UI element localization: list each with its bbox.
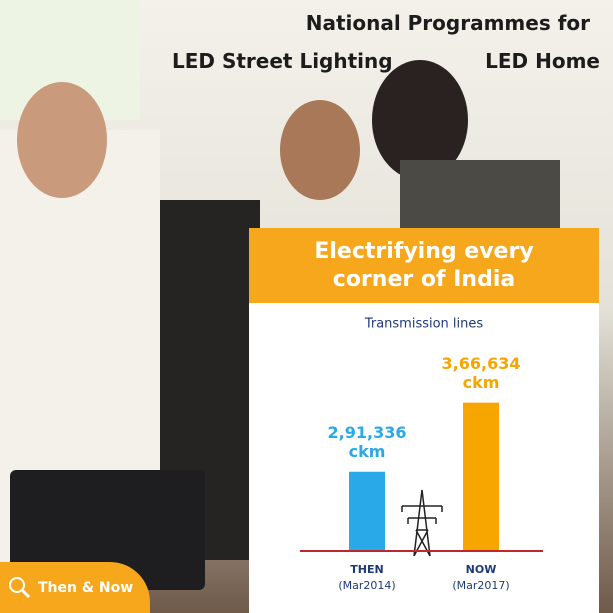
chart-title: Electrifying every corner of India: [249, 228, 599, 303]
badge: Then & Now: [0, 562, 150, 613]
banner-text: National Programmes for: [306, 11, 590, 35]
value-label: 3,66,634: [442, 354, 521, 373]
x-tick-label: THEN: [350, 563, 383, 576]
x-tick-note: (Mar2017): [452, 579, 509, 592]
x-tick-note: (Mar2014): [338, 579, 395, 592]
tower-icon: [401, 489, 443, 557]
banner-text: LED Home: [485, 49, 600, 73]
badge-text: Then & Now: [38, 579, 134, 596]
laptop: [10, 470, 205, 590]
value-unit: ckm: [349, 442, 386, 461]
face-right: [372, 60, 468, 180]
bar: [463, 402, 499, 551]
person-right: [400, 160, 560, 230]
banner-text: LED Street Lighting: [172, 49, 393, 73]
badge-icon: [9, 577, 31, 599]
bar: [349, 471, 385, 551]
face-center: [280, 100, 360, 200]
value-label: 2,91,336: [328, 423, 407, 442]
chart-subtitle: Transmission lines: [364, 317, 484, 332]
value-unit: ckm: [463, 373, 500, 392]
x-tick-label: NOW: [466, 563, 497, 576]
chart: Transmission lines2,91,336ckmTHEN(Mar201…: [300, 317, 543, 592]
face-left: [17, 82, 107, 198]
